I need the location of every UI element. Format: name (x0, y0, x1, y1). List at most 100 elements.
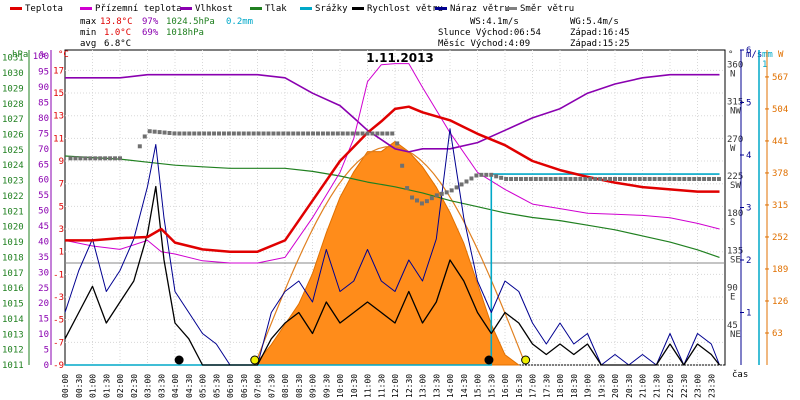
wind-direction-point (558, 176, 563, 181)
wind-direction-point (78, 156, 83, 161)
legend-label: Rychlost větru (367, 4, 443, 14)
wind-direction-point (93, 156, 98, 161)
tick-label-temp: -1 (53, 270, 64, 280)
axis-unit-hpa: hPa (12, 50, 28, 60)
wind-direction-point (682, 176, 687, 181)
tick-label-time: 13:30 (432, 374, 441, 398)
tick-label-time: 20:00 (611, 374, 620, 398)
wind-direction-point (538, 176, 543, 181)
wind-direction-point (113, 156, 118, 161)
tick-label-hpa: 1024 (2, 161, 24, 171)
marker-point (521, 355, 531, 365)
wind-direction-point (712, 176, 716, 181)
tick-label-time: 18:30 (570, 374, 579, 398)
wind-direction-point (632, 176, 637, 181)
legend-swatch (435, 7, 447, 10)
wind-direction-point (697, 176, 702, 181)
tick-label-hpa: 1015 (2, 300, 24, 310)
tick-label-pct: 35 (38, 253, 49, 263)
wind-direction-point (103, 156, 108, 161)
wind-direction-point (335, 131, 340, 136)
wind-direction-point (642, 176, 647, 181)
tick-label-hpa: 1012 (2, 346, 24, 356)
legend-label: Srážky (315, 4, 348, 14)
legend-label: Vlhkost (195, 4, 233, 14)
wind-direction-point (444, 190, 449, 195)
wind-direction-point (677, 176, 682, 181)
header: 1.11.2013 max 13.8°C 97% 1024.5hPa 0.2mm… (80, 17, 630, 65)
tick-label-dir: 135 (727, 246, 743, 256)
tick-label-hpa: 1025 (2, 146, 24, 156)
tick-label-pct: 30 (38, 268, 49, 278)
wind-direction-point (202, 131, 207, 136)
tick-label-time: 04:30 (185, 374, 194, 398)
wind-direction-point (548, 176, 553, 181)
wind-direction-point (494, 174, 499, 179)
legend-swatch (352, 7, 364, 10)
wind-direction-point (672, 176, 677, 181)
wind-direction-point (400, 163, 405, 168)
wind-direction-point (137, 144, 142, 149)
wind-direction-point (627, 176, 632, 181)
tick-label-w: 378 (772, 169, 788, 179)
tick-label-hpa: 1017 (2, 269, 24, 279)
tick-label-time: 21:30 (652, 374, 661, 398)
wind-direction-point (608, 176, 613, 181)
tick-label-dir-compass: NW (730, 107, 741, 117)
info-wg: WG:5.4m/s (570, 17, 619, 27)
tick-label-pct: 90 (38, 83, 49, 93)
tick-label-time: 10:30 (350, 374, 359, 398)
tick-label-dir-compass: S (730, 218, 735, 228)
wind-direction-point (365, 131, 370, 136)
legend-swatch (10, 7, 22, 10)
wind-direction-point (236, 131, 241, 136)
wind-direction-point (459, 182, 464, 187)
wind-direction-point (311, 131, 316, 136)
legend-label: Náraz větru (450, 4, 510, 14)
line-wind-speed (64, 185, 721, 366)
tick-label-hpa: 1022 (2, 192, 24, 202)
wind-direction-point (469, 176, 474, 181)
tick-label-time: 02:00 (116, 374, 125, 398)
wind-direction-point (271, 131, 276, 136)
tick-label-time: 21:00 (639, 374, 648, 398)
marker-point (174, 355, 184, 365)
wind-direction-point (266, 131, 271, 136)
wind-direction-point (434, 193, 439, 198)
tick-label-pct: 60 (38, 176, 49, 186)
tick-label-pct: 75 (38, 129, 49, 139)
wind-direction-point (375, 131, 380, 136)
tick-label-pct: 100 (33, 52, 49, 62)
wind-direction-point (573, 176, 578, 181)
tick-label-time: 01:00 (89, 374, 98, 398)
tick-label-hpa: 1031 (2, 54, 24, 64)
tick-label-ms: 2 (746, 256, 751, 266)
tick-label-ms: 5 (746, 99, 751, 109)
wind-direction-point (73, 156, 78, 161)
tick-label-dir-compass: N (730, 69, 735, 79)
wind-direction-point (652, 176, 657, 181)
tick-label-temp: -3 (53, 293, 64, 303)
line-rain (65, 173, 720, 366)
axis-unit-ms: m/s (746, 50, 762, 60)
tick-label-time: 07:30 (267, 374, 276, 398)
wind-direction-point (147, 129, 152, 134)
tick-label-time: 11:30 (377, 374, 386, 398)
wind-direction-point (251, 131, 256, 136)
tick-label-time: 15:30 (487, 374, 496, 398)
tick-label-time: 09:00 (309, 374, 318, 398)
legend-swatch (505, 7, 517, 10)
tick-label-time: 18:00 (556, 374, 565, 398)
wind-direction-point (702, 176, 707, 181)
wind-direction-point (350, 131, 355, 136)
tick-label-time: 20:30 (625, 374, 634, 398)
tick-label-time: 09:30 (322, 374, 331, 398)
wind-direction-point (692, 176, 697, 181)
line-ground-temp (64, 63, 720, 264)
tick-label-w: 63 (772, 329, 783, 339)
wind-direction-point (617, 176, 622, 181)
tick-label-time: 14:00 (446, 374, 455, 398)
tick-label-time: 12:30 (405, 374, 414, 398)
tick-label-w: 252 (772, 233, 788, 243)
marker-point (250, 355, 260, 365)
